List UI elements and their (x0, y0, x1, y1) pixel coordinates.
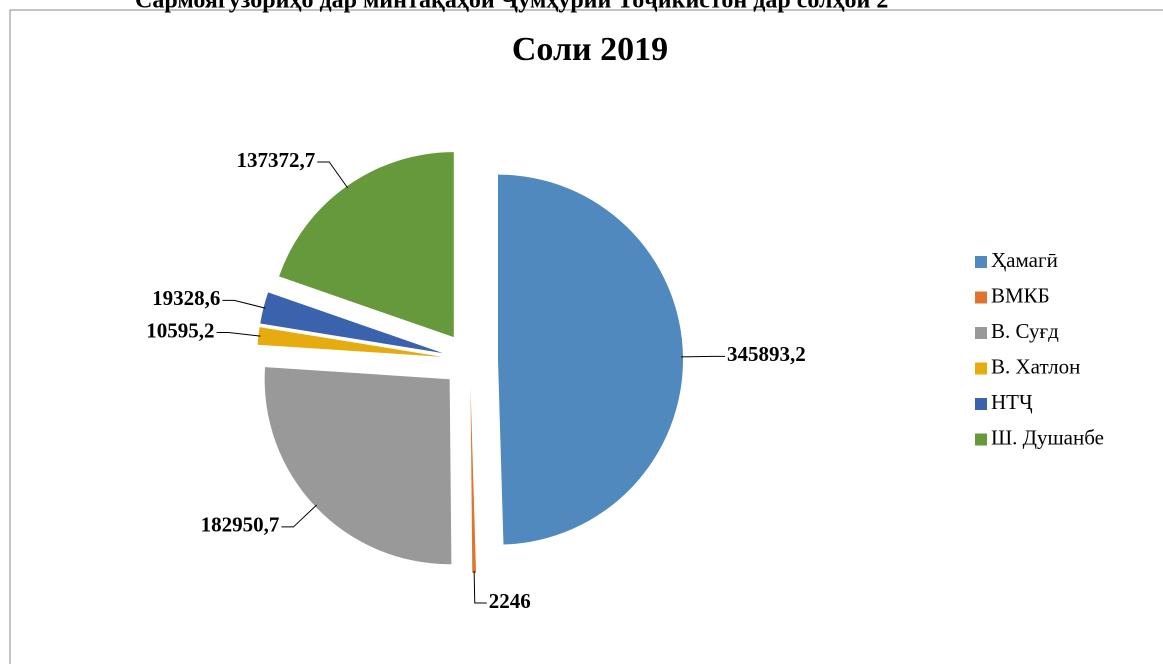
legend-label: В. Хатлон (991, 354, 1080, 378)
pie-slice (257, 327, 443, 357)
leader-line (473, 570, 487, 604)
data-label: 2246 (489, 589, 531, 613)
chart-subtitle: Соли 2019 (512, 31, 668, 68)
data-label: 345893,2 (727, 342, 806, 366)
legend-swatch (975, 398, 987, 410)
data-label: 182950,7 (201, 513, 280, 537)
legend-label: ВМКБ (991, 283, 1050, 307)
pie-slice (264, 367, 452, 565)
leader-line (281, 504, 318, 528)
chart-title: Сармоягузориҳо дар минтақаҳои Ҷумҳурии Т… (135, 0, 888, 14)
leader-line (216, 332, 261, 337)
legend-label: Ҳамагӣ (991, 248, 1058, 272)
legend-label: В. Суғд (991, 319, 1059, 343)
data-label: 19328,6 (152, 286, 220, 310)
pie-slice (279, 152, 454, 338)
data-label: 137372,7 (236, 148, 315, 172)
data-label: 10595,2 (146, 318, 214, 342)
legend-swatch (975, 433, 987, 446)
legend-swatch (975, 327, 987, 339)
legend-swatch (975, 362, 987, 375)
legend-swatch (975, 256, 987, 268)
pie-slice (497, 174, 683, 545)
pie-slice (260, 292, 443, 354)
leader-line (317, 161, 349, 189)
legend-label: НТҶ (991, 390, 1033, 414)
legend-swatch (975, 291, 987, 304)
leader-line (222, 299, 266, 309)
legend-label: Ш. Душанбе (991, 425, 1104, 449)
pie-slice (470, 387, 477, 573)
